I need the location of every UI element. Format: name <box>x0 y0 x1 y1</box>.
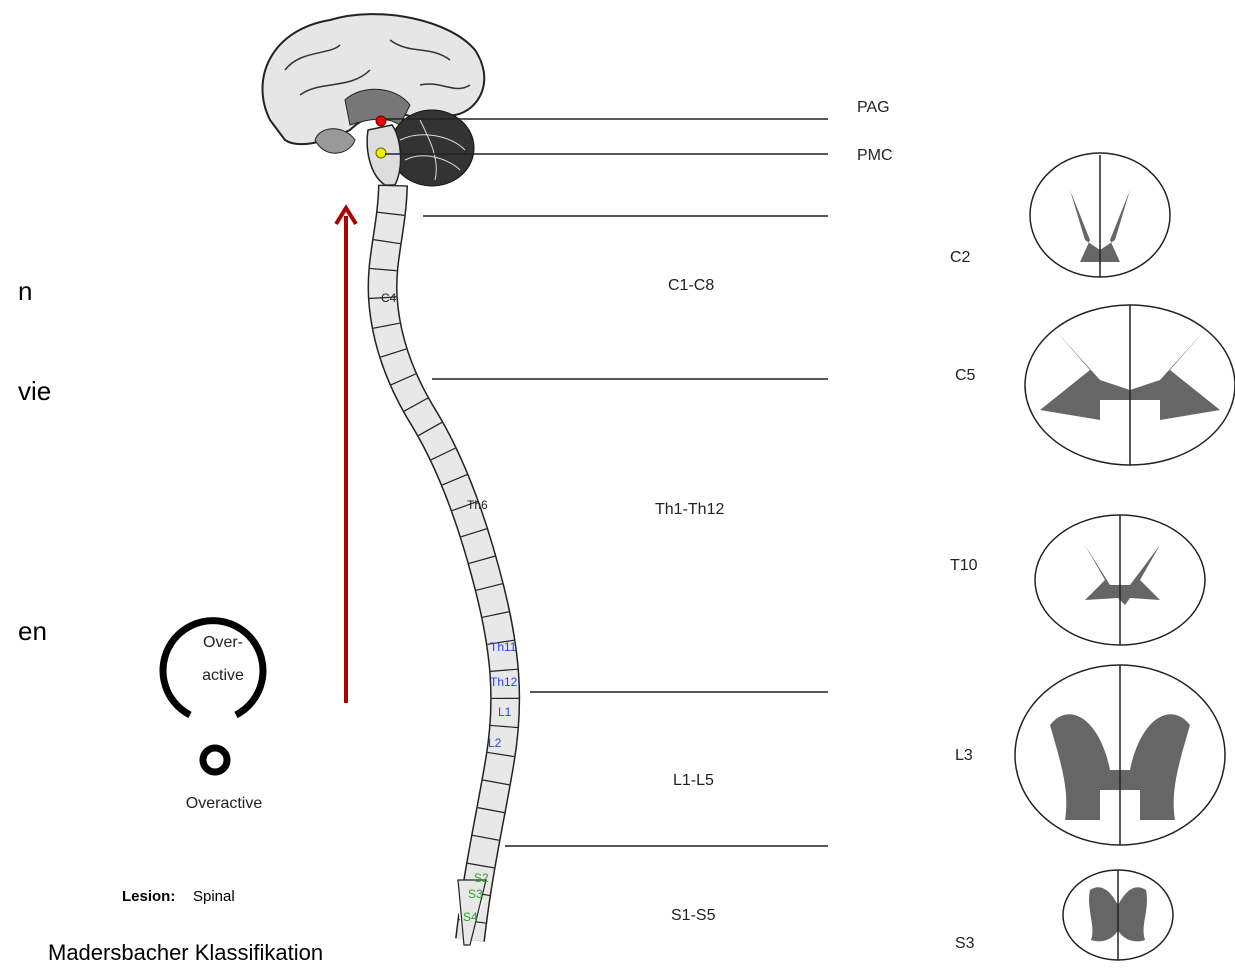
section-label: T10 <box>950 557 978 574</box>
cross-sections <box>1015 153 1235 960</box>
spine-label: C4 <box>381 291 397 305</box>
spinal-cord <box>383 185 506 950</box>
lesion-value: Spinal <box>193 888 235 905</box>
section-label: C5 <box>955 367 976 384</box>
page: {"left_text":["n","vie","en"], "levels":… <box>0 0 1235 968</box>
left-text: vie <box>18 376 51 406</box>
symbol-label: Over- <box>203 634 243 651</box>
spine-label: Th11 <box>490 640 517 654</box>
pag-dot <box>376 116 386 126</box>
symbol-name: Overactive <box>186 795 263 812</box>
spine-label: S2 <box>474 871 489 885</box>
spine-label: L2 <box>488 736 502 750</box>
diagram: n vie en C4 Th6 Th11 Th12 L1 L2 S2 S3 S4… <box>0 0 1235 968</box>
region-label: S1-S5 <box>671 907 716 924</box>
level-label: PMC <box>857 147 893 164</box>
section-label: L3 <box>955 747 973 764</box>
left-text: en <box>18 616 47 646</box>
section-label: S3 <box>955 935 975 952</box>
region-label: L1-L5 <box>673 772 714 789</box>
spine-label: S4 <box>463 910 478 924</box>
brain <box>263 14 485 186</box>
level-label: PAG <box>857 99 890 116</box>
left-text: n <box>18 276 32 306</box>
section-label: C2 <box>950 249 971 266</box>
spine-label: Th6 <box>467 498 488 512</box>
spine-label: S3 <box>468 887 483 901</box>
spine-label: Th12 <box>490 675 518 689</box>
lesion-label: Lesion: <box>122 888 175 905</box>
caption: Madersbacher Klassifikation <box>48 940 323 965</box>
pmc-dot <box>376 148 386 158</box>
region-label: Th1-Th12 <box>655 501 724 518</box>
arrow <box>336 208 356 703</box>
region-label: C1-C8 <box>668 277 714 294</box>
symbol-label: active <box>202 667 244 684</box>
spine-label: L1 <box>498 705 512 719</box>
